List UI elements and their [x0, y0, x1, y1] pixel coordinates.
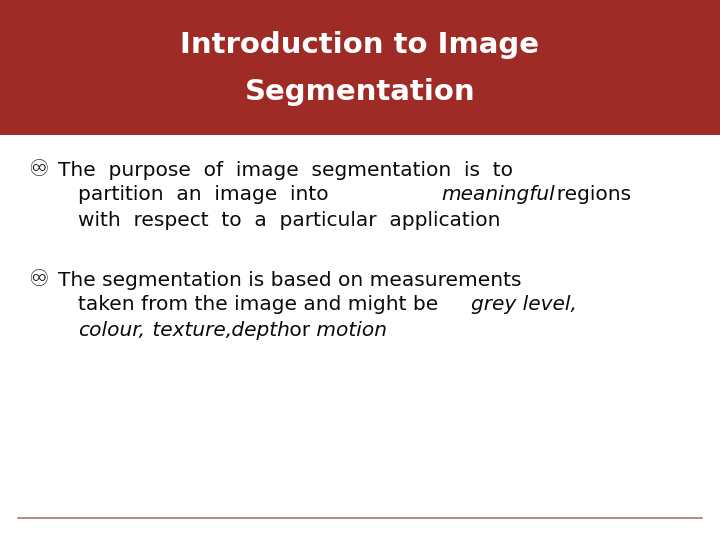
Text: or: or	[283, 321, 310, 340]
Text: with  respect  to  a  particular  application: with respect to a particular application	[78, 211, 500, 229]
Text: Introduction to Image: Introduction to Image	[181, 31, 539, 59]
Text: partition  an  image  into: partition an image into	[78, 186, 341, 205]
Text: The  purpose  of  image  segmentation  is  to: The purpose of image segmentation is to	[58, 160, 513, 179]
Text: ♾: ♾	[28, 268, 48, 292]
Text: depth: depth	[225, 321, 290, 340]
Text: The segmentation is based on measurements: The segmentation is based on measurement…	[58, 271, 521, 289]
Text: grey level,: grey level,	[471, 295, 577, 314]
Text: meaningful: meaningful	[441, 186, 554, 205]
Text: regions: regions	[544, 186, 631, 205]
Text: texture,: texture,	[146, 321, 232, 340]
Text: motion: motion	[310, 321, 387, 340]
Text: colour,: colour,	[78, 321, 145, 340]
Text: ♾: ♾	[28, 159, 48, 181]
Text: Segmentation: Segmentation	[245, 78, 475, 106]
Bar	[0, 0, 720, 135]
Text: taken from the image and might be: taken from the image and might be	[78, 295, 445, 314]
